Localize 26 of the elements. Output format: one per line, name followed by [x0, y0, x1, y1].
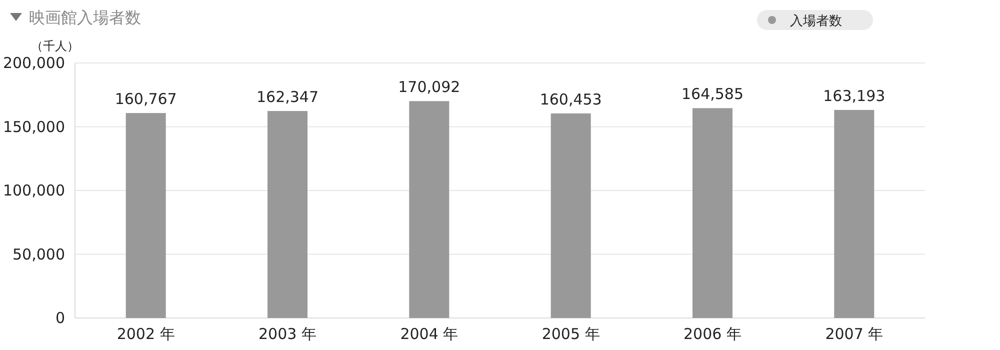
legend-label: 入場者数 — [790, 14, 842, 29]
data-label: 164,585 — [681, 85, 744, 104]
bar — [692, 108, 732, 318]
x-tick-label: 2005 年 — [542, 325, 600, 343]
data-label: 163,193 — [823, 86, 886, 105]
x-tick-label: 2004 年 — [400, 325, 458, 343]
y-tick-label: 50,000 — [12, 245, 65, 264]
bar — [409, 101, 450, 318]
bar — [268, 111, 308, 318]
y-tick-label: 200,000 — [2, 54, 65, 72]
data-label: 160,453 — [540, 90, 602, 108]
data-label: 170,092 — [398, 78, 460, 96]
chart-title: 映画館入場者数 — [29, 8, 141, 27]
y-tick-label: 150,000 — [2, 118, 65, 136]
x-tick-label: 2003 年 — [258, 325, 316, 343]
bar — [834, 110, 874, 318]
y-axis-title: （千人） — [31, 39, 79, 53]
y-tick-label: 100,000 — [2, 182, 65, 200]
bar — [550, 113, 591, 318]
bar — [126, 113, 166, 318]
x-tick-label: 2002 年 — [116, 325, 175, 343]
x-tick-label: 2006 年 — [684, 325, 742, 343]
x-tick-label: 2007 年 — [825, 325, 884, 343]
y-tick-label: 0 — [55, 309, 65, 327]
data-label: 162,347 — [256, 88, 319, 106]
data-label: 160,767 — [114, 90, 177, 108]
